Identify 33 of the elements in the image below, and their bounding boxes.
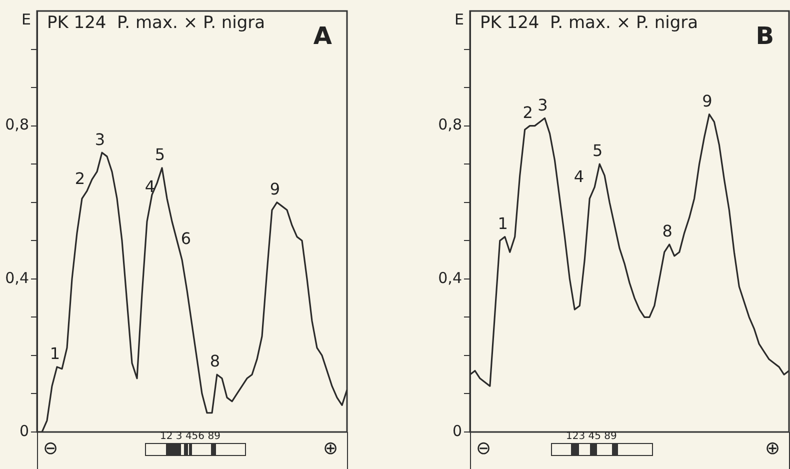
annotation: 12 3 456 89: [160, 431, 220, 442]
y-tick-label: 0,4: [5, 268, 29, 287]
annotation: 1: [50, 344, 60, 364]
annotation: 5: [592, 141, 603, 160]
annotation: 2: [522, 102, 533, 122]
annotation: B: [756, 22, 774, 50]
y-tick-label: 0,4: [438, 268, 462, 287]
annotation: 3: [94, 130, 106, 149]
annotation: 4: [144, 177, 156, 196]
y-axis-title: E: [22, 10, 31, 28]
annotation: 1: [498, 214, 508, 233]
annotation: 8: [210, 352, 220, 371]
annotation: A: [313, 22, 332, 50]
annotation: 8: [662, 222, 672, 241]
y-tick-label: 0,8: [5, 116, 29, 134]
chart-title: PK 124 P. max. × P. nigra: [47, 12, 266, 33]
annotation: 9: [702, 91, 712, 110]
text: ⊖: [43, 438, 58, 459]
annotation: 3: [538, 95, 548, 114]
text: ⊕: [323, 438, 338, 459]
text: ⊕: [765, 438, 780, 459]
chart-title: PK 124 P. max. × P. nigra: [480, 12, 698, 33]
annotation: 6: [180, 229, 192, 248]
y-tick-label: 0: [452, 422, 462, 440]
annotation: 5: [154, 145, 166, 164]
annotation: 123 45 89: [566, 431, 617, 442]
text: ⊖: [476, 438, 492, 459]
y-axis-title: E: [454, 10, 464, 28]
y-tick-label: 0,8: [438, 116, 462, 134]
annotation: 2: [74, 169, 86, 188]
annotation: 4: [574, 167, 584, 186]
y-tick-label: 0: [19, 422, 29, 440]
annotation: 9: [270, 180, 280, 199]
